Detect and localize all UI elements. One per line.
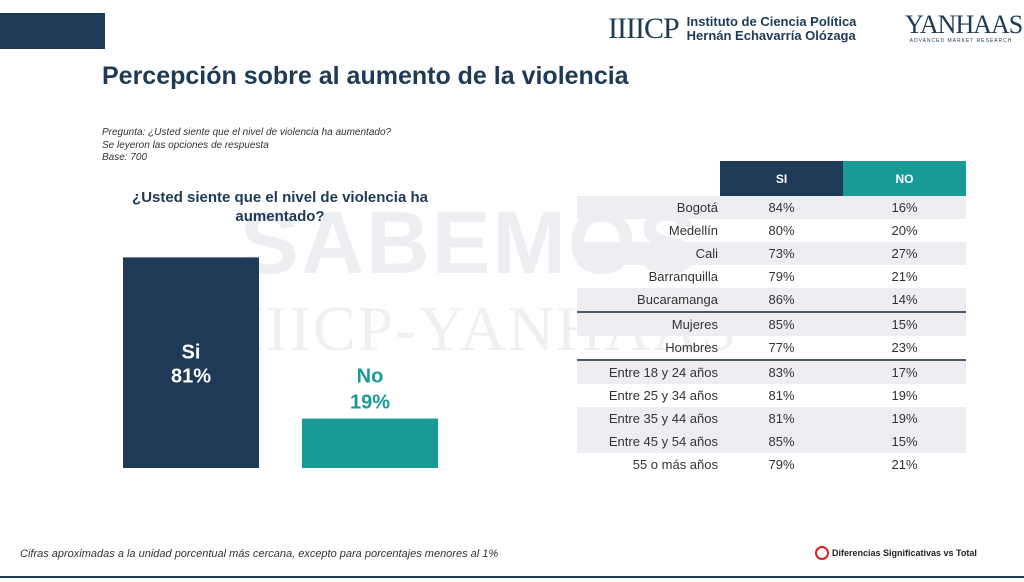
bar-category-label: No bbox=[357, 366, 384, 388]
table-cell-si: 77% bbox=[720, 336, 843, 361]
question-meta: Pregunta: ¿Usted siente que el nivel de … bbox=[102, 127, 391, 165]
table-cell-label: Entre 35 y 44 años bbox=[577, 407, 720, 430]
yanhaas-logo-subtitle: ADVANCED MARKET RESEARCH bbox=[909, 38, 1013, 44]
table-row: Entre 45 y 54 años 85% 15% bbox=[577, 430, 966, 453]
bar-si bbox=[123, 257, 259, 468]
table-cell-label: Mujeres bbox=[577, 312, 720, 336]
chart-title: ¿Usted siente que el nivel de violencia … bbox=[132, 189, 428, 225]
table-cell-label: 55 o más años bbox=[632, 457, 718, 472]
table-cell-no: 20% bbox=[891, 223, 918, 238]
table-header-empty bbox=[577, 161, 720, 196]
table-cell-si: 84% bbox=[720, 196, 843, 219]
table-body: Bogotá 84% 16% Medellín 80% 20% Cali 73% 27% Barr… bbox=[577, 196, 966, 476]
table-row: Entre 35 y 44 años 81% 19% bbox=[577, 407, 966, 430]
results-table: SI NO Bogotá 84% 16% Medellín 80% 20% Cali 73% 2… bbox=[577, 161, 966, 476]
table-cell-si: 86% bbox=[720, 288, 843, 313]
table-row: Barranquilla 79% 21% bbox=[577, 265, 966, 288]
legend: Diferencias Significativas vs Total bbox=[815, 546, 977, 560]
legend-label: Diferencias Significativas vs Total bbox=[832, 548, 977, 558]
table-cell-label: Barranquilla bbox=[648, 269, 718, 284]
table-cell-label: Hombres bbox=[577, 336, 720, 361]
table-cell-no: 15% bbox=[843, 430, 966, 453]
bar-value-label: 19% bbox=[350, 392, 390, 414]
table-row: Mujeres 85% 15% bbox=[577, 312, 966, 336]
table-cell-label: Bucaramanga bbox=[577, 288, 720, 313]
icp-logo: IIIICP Instituto de Ciencia Política Her… bbox=[608, 14, 856, 44]
table-cell-no: 15% bbox=[843, 312, 966, 336]
table-cell-si: 80% bbox=[768, 223, 795, 238]
icp-logo-text: Instituto de Ciencia Política Hernán Ech… bbox=[687, 15, 857, 43]
question-base: Base: 700 bbox=[102, 152, 148, 163]
table-header-no: NO bbox=[843, 161, 966, 196]
icp-logo-line1: Instituto de Ciencia Política bbox=[686, 14, 857, 29]
table-cell-label: Medellín bbox=[668, 223, 718, 238]
footer-divider bbox=[0, 576, 1024, 578]
table-row: Hombres 77% 23% bbox=[577, 336, 966, 361]
table-cell-label: Entre 25 y 34 años bbox=[608, 388, 718, 403]
table-row: Bogotá 84% 16% bbox=[577, 196, 966, 219]
table-row: Bucaramanga 86% 14% bbox=[577, 288, 966, 313]
footnote: Cifras aproximadas a la unidad porcentua… bbox=[20, 548, 499, 560]
table-cell-si: 83% bbox=[720, 360, 843, 384]
table-cell-si: 85% bbox=[720, 312, 843, 336]
table-cell-no: 16% bbox=[843, 196, 966, 219]
table-cell-si: 79% bbox=[768, 457, 795, 472]
icp-logo-line2: Hernán Echavarría Olózaga bbox=[686, 28, 856, 43]
bar-category-label: Si bbox=[182, 342, 201, 364]
table-cell-label: Cali bbox=[577, 242, 720, 265]
yanhaas-logo: YANHAAS ADVANCED MARKET RESEARCH bbox=[905, 10, 1023, 45]
header-accent-bar bbox=[0, 13, 105, 49]
table-cell-si: 73% bbox=[720, 242, 843, 265]
table-row: Entre 25 y 34 años 81% 19% bbox=[577, 384, 966, 407]
table-header-row: SI NO bbox=[577, 161, 966, 196]
table-cell-no: 27% bbox=[843, 242, 966, 265]
bar-value-label: 81% bbox=[171, 366, 211, 388]
table-row: Medellín 80% 20% bbox=[577, 219, 966, 242]
table-cell-si: 85% bbox=[720, 430, 843, 453]
table-row: Cali 73% 27% bbox=[577, 242, 966, 265]
page-title: Percepción sobre al aumento de la violen… bbox=[102, 62, 629, 90]
question-note: Se leyeron las opciones de respuesta bbox=[102, 139, 269, 151]
table-cell-no: 21% bbox=[891, 457, 918, 472]
legend-circle-icon bbox=[815, 546, 829, 560]
table-cell-si: 79% bbox=[768, 269, 795, 284]
table-header-si: SI bbox=[720, 161, 843, 196]
table-cell-no: 14% bbox=[843, 288, 966, 313]
table-cell-no: 23% bbox=[843, 336, 966, 361]
bar-no bbox=[302, 418, 438, 468]
table-cell-no: 17% bbox=[843, 360, 966, 384]
table-cell-no: 19% bbox=[891, 388, 918, 403]
table-cell-no: 21% bbox=[891, 269, 918, 284]
table-cell-label: Entre 45 y 54 años bbox=[577, 430, 720, 453]
table-cell-si: 81% bbox=[768, 388, 795, 403]
yanhaas-logo-mark: YANHAAS bbox=[905, 10, 1023, 39]
table-row: 55 o más años 79% 21% bbox=[577, 453, 966, 476]
table-cell-label: Bogotá bbox=[577, 196, 720, 219]
table-cell-no: 19% bbox=[843, 407, 966, 430]
table-cell-si: 81% bbox=[720, 407, 843, 430]
table-row: Entre 18 y 24 años 83% 17% bbox=[577, 360, 966, 384]
question-text: Pregunta: ¿Usted siente que el nivel de … bbox=[102, 127, 392, 138]
table-cell-label: Entre 18 y 24 años bbox=[577, 360, 720, 384]
icp-logo-mark: IIIICP bbox=[608, 12, 680, 45]
